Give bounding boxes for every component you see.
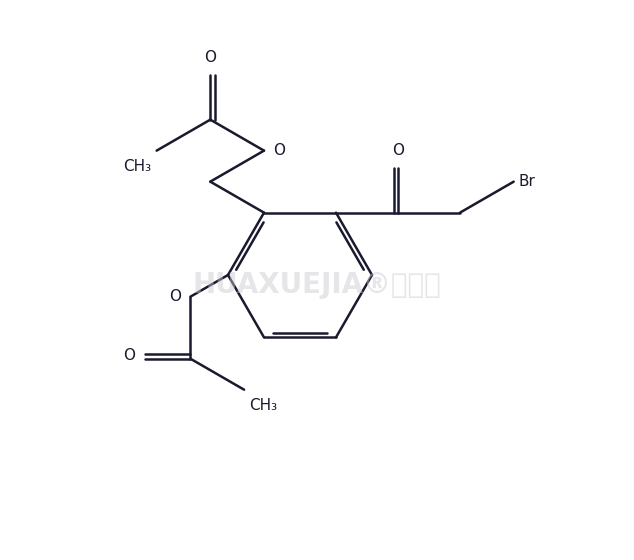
Text: HUAXUEJIA®化学加: HUAXUEJIA®化学加 [193, 271, 441, 299]
Text: CH₃: CH₃ [249, 398, 277, 413]
Text: CH₃: CH₃ [124, 158, 152, 174]
Text: O: O [273, 143, 285, 158]
Text: O: O [204, 50, 216, 64]
Text: O: O [124, 348, 136, 363]
Text: Br: Br [519, 174, 536, 189]
Text: O: O [392, 143, 404, 158]
Text: O: O [169, 289, 181, 304]
